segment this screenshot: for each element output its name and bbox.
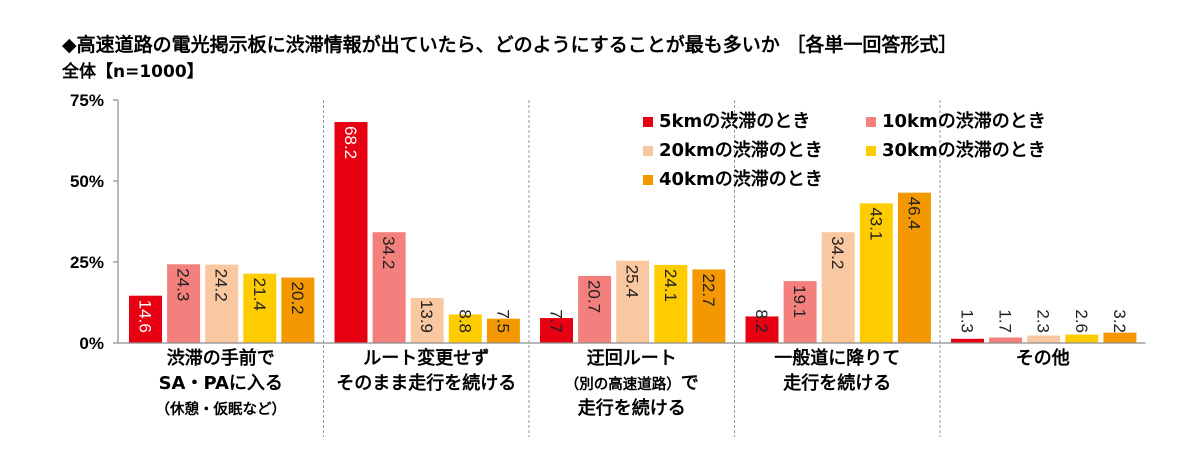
value-label: 24.2 [212,269,231,302]
value-label: 68.2 [341,126,360,159]
category-label: 一般道に降りて [774,347,900,369]
legend-label: 40kmの渋滞のとき [659,169,823,190]
bar [1103,332,1137,343]
legend-item-10km: 10kmの渋滞のとき [866,111,1046,133]
bar [540,318,573,343]
legend-swatch [643,146,653,156]
category-labels: 渋滞の手前で SA・PAに入る （休憩・仮眠など） ルート変更せずそのまま走行を続ける… [156,347,1070,419]
bar [448,314,482,343]
legend-swatch [643,175,653,185]
bar [897,192,931,343]
value-label: 24.3 [174,268,193,301]
bar [243,273,277,343]
value-label: 22.7 [699,273,718,306]
legend-item-40km: 40kmの渋滞のとき [643,169,823,191]
value-label: 34.2 [828,236,847,269]
bar [859,203,893,343]
bar [692,269,726,343]
chart-subtitle: 全体【n=1000】 [62,62,204,82]
bar [745,316,779,343]
category-label: SA・PAに入る [159,373,283,394]
value-labels: 14.6 68.2 7.7 8.2 1.3 24.3 34.2 20.7 19.1 1.7 24.2… [136,126,1129,333]
bars [129,122,1137,343]
legend-label: 10kmの渋滞のとき [882,111,1046,132]
value-label: 8.8 [455,309,474,333]
legend-label: 20kmの渋滞のとき [659,140,823,161]
bar [1027,335,1061,343]
bar [372,232,406,343]
y-tick-label: 25% [70,253,104,272]
category-label: その他 [1016,347,1070,369]
bar [205,264,239,343]
legend-swatch [866,117,876,127]
bar [821,232,855,343]
value-label: 24.1 [661,269,680,302]
value-label: 14.6 [136,300,155,333]
value-label: 3.2 [1110,309,1129,333]
legend-label: 5kmの渋滞のとき [659,111,811,132]
bar [616,260,650,343]
value-label: 2.6 [1072,309,1091,333]
category-label: ルート変更せず [363,347,489,369]
legend-swatch [643,117,653,127]
value-label: 46.4 [904,197,923,230]
legend-item-30km: 30kmの渋滞のとき [866,140,1046,162]
value-label: 43.1 [866,207,885,240]
y-tick-label: 0% [79,334,104,353]
category-label: 走行を続ける [578,397,686,419]
category-label: 走行を続ける [783,372,891,394]
bar [334,122,368,343]
bar [783,281,817,343]
value-label: 8.2 [752,309,771,333]
category-label: （休憩・仮眠など） [156,400,287,418]
value-label: 21.4 [250,278,269,311]
legend-item-20km: 20kmの渋滞のとき [643,140,823,162]
y-tick-labels: 0% 25% 50% 75% [70,91,118,353]
bar [281,277,315,343]
bar [129,295,162,343]
value-label: 34.2 [379,236,398,269]
category-label: 迂回ルート [587,348,677,369]
category-label: そのまま走行を続ける [336,372,516,394]
value-label: 1.3 [958,309,977,333]
value-label: 20.7 [585,280,604,313]
y-tick-label: 50% [70,172,104,191]
legend-swatch [866,146,876,156]
legend-label: 30kmの渋滞のとき [882,140,1046,161]
y-tick-label: 75% [70,91,104,110]
value-label: 1.7 [996,309,1015,333]
bar [410,297,444,343]
category-label: 渋滞の手前で [167,347,275,369]
legend-item-5km: 5kmの渋滞のとき [643,111,810,133]
bar [654,264,688,343]
value-label: 7.7 [547,309,566,333]
value-label: 19.1 [790,285,809,318]
chart-title: ◆高速道路の電光掲示板に渋滞情報が出ていたら、どのようにすることが最も多いか ［… [62,34,958,56]
value-label: 13.9 [417,300,436,333]
bar [951,338,984,343]
bar [989,337,1023,343]
value-label: 7.5 [493,309,512,333]
value-label: 25.4 [623,265,642,298]
bar [167,264,201,343]
value-label: 2.3 [1034,309,1053,333]
category-separators [323,100,941,437]
category-label: （別の高速道路）で [565,373,699,394]
bar [578,275,612,343]
bar [486,318,520,343]
bar [1065,334,1099,343]
value-label: 20.2 [288,282,307,315]
